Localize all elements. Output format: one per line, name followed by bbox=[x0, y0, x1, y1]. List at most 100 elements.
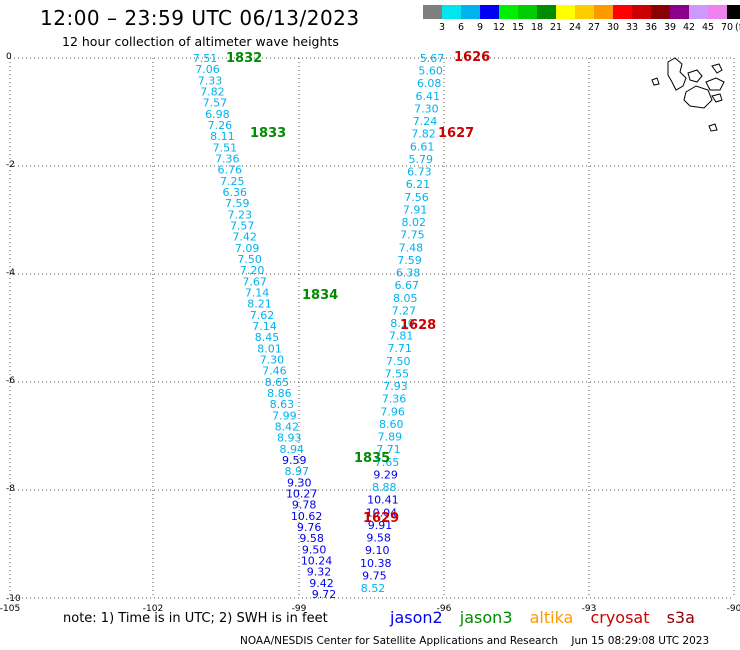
wave-height-value: 10.04 bbox=[366, 506, 398, 519]
wave-height-value: 7.57 bbox=[203, 97, 228, 110]
x-tick-label: -102 bbox=[143, 604, 163, 614]
wave-height-value: 8.52 bbox=[361, 582, 386, 595]
wave-height-value: 10.27 bbox=[286, 488, 318, 501]
wave-height-value: 7.30 bbox=[260, 354, 285, 367]
legend-s3a: s3a bbox=[666, 608, 695, 627]
pass-time-labels: 1832 1833 1834 1835 1626 1627 1628 1629 bbox=[226, 50, 490, 526]
y-tick-label: -10 bbox=[6, 594, 21, 604]
scale-swatch bbox=[575, 5, 594, 19]
x-tick-label: -99 bbox=[292, 604, 307, 614]
axis-ticks: -105 -102 -99 -96 -93 -90 0 -2 -4 -6 -8 -10 bbox=[0, 52, 740, 614]
wave-height-value: 9.10 bbox=[365, 544, 390, 557]
wave-height-value: 8.21 bbox=[247, 298, 272, 311]
wave-height-value: 7.42 bbox=[232, 231, 257, 244]
wave-height-value: 7.56 bbox=[404, 191, 429, 204]
wave-height-value: 7.75 bbox=[400, 229, 425, 242]
wave-height-value: 8.05 bbox=[393, 292, 418, 305]
wave-height-value: 7.33 bbox=[198, 74, 223, 87]
scale-label: 12 bbox=[492, 22, 506, 33]
wave-height-value: 7.62 bbox=[250, 309, 275, 322]
wave-height-value: 8.60 bbox=[379, 418, 404, 431]
x-tick-label: -96 bbox=[437, 604, 452, 614]
wave-height-value: 7.99 bbox=[272, 409, 297, 422]
pass-time-label: 1626 bbox=[454, 50, 490, 65]
wave-height-value: 9.58 bbox=[299, 532, 324, 545]
wave-height-value: 7.91 bbox=[403, 203, 428, 216]
y-tick-label: -8 bbox=[6, 484, 15, 494]
scale-label: 42 bbox=[682, 22, 696, 33]
scale-swatch bbox=[594, 5, 613, 19]
scale-label: 70 bbox=[720, 22, 734, 33]
wave-height-value: 6.76 bbox=[218, 164, 243, 177]
scale-label: 30 bbox=[606, 22, 620, 33]
wave-height-value: 6.61 bbox=[410, 140, 435, 153]
wave-height-value: 7.26 bbox=[208, 119, 233, 132]
wave-height-value: 5.67 bbox=[420, 52, 445, 65]
wave-height-value: 6.98 bbox=[205, 108, 230, 121]
wave-height-value: 10.38 bbox=[360, 557, 392, 570]
wave-height-value: 7.30 bbox=[414, 102, 439, 115]
scale-swatch bbox=[423, 5, 442, 19]
wave-height-value: 7.96 bbox=[380, 405, 405, 418]
scale-swatch bbox=[689, 5, 708, 19]
scale-unit: (ft) bbox=[735, 22, 740, 33]
wave-height-value: 9.30 bbox=[287, 476, 312, 489]
wave-height-value: 7.65 bbox=[375, 456, 400, 469]
wave-height-value: 7.24 bbox=[413, 115, 438, 128]
wave-height-value: 7.06 bbox=[195, 63, 220, 76]
wave-height-value: 9.58 bbox=[366, 532, 391, 545]
scale-label: 45 bbox=[701, 22, 715, 33]
wave-height-value: 7.81 bbox=[389, 330, 414, 343]
wave-height-value: 7.36 bbox=[215, 153, 240, 166]
scale-label: 9 bbox=[476, 22, 484, 33]
scale-label: 18 bbox=[530, 22, 544, 33]
wave-height-value: 9.72 bbox=[312, 588, 337, 601]
x-tick-label: -105 bbox=[0, 604, 20, 614]
scale-swatch bbox=[708, 5, 727, 19]
cryosat-track-values: 5.675.606.086.417.307.247.826.615.796.73… bbox=[360, 52, 444, 595]
wave-height-value: 6.41 bbox=[416, 90, 441, 103]
scale-swatch bbox=[632, 5, 651, 19]
wave-height-value: 9.76 bbox=[297, 521, 322, 534]
scale-label: 21 bbox=[549, 22, 563, 33]
galapagos-coastline bbox=[651, 57, 725, 132]
wave-height-value: 9.59 bbox=[282, 454, 307, 467]
scale-label: 27 bbox=[587, 22, 601, 33]
wave-height-value: 9.91 bbox=[368, 519, 393, 532]
wave-height-value: 5.60 bbox=[418, 65, 443, 78]
wave-height-value: 7.67 bbox=[242, 275, 267, 288]
scale-swatch bbox=[670, 5, 689, 19]
wave-height-value: 7.36 bbox=[382, 393, 407, 406]
legend-jason2: jason2 bbox=[390, 608, 443, 627]
wave-height-value: 7.20 bbox=[240, 264, 265, 277]
wave-height-value: 5.79 bbox=[409, 153, 434, 166]
wave-height-value: 7.71 bbox=[376, 443, 401, 456]
wave-height-value: 8.42 bbox=[275, 421, 300, 434]
pass-time-label: 1835 bbox=[354, 451, 390, 466]
scale-label: 36 bbox=[644, 22, 658, 33]
wave-height-value: 9.78 bbox=[292, 499, 317, 512]
wave-height-value: 7.82 bbox=[411, 128, 436, 141]
wave-height-value: 8.86 bbox=[267, 387, 292, 400]
wave-height-value: 7.59 bbox=[397, 254, 422, 267]
wave-height-value: 7.27 bbox=[392, 304, 417, 317]
scale-label: 24 bbox=[568, 22, 582, 33]
wave-height-value: 7.09 bbox=[235, 242, 260, 255]
wave-height-value: 6.36 bbox=[223, 186, 248, 199]
wave-height-value: 8.93 bbox=[277, 432, 302, 445]
pass-time-label: 1628 bbox=[400, 318, 436, 333]
pass-time-label: 1832 bbox=[226, 51, 262, 66]
credit-footer: NOAA/NESDIS Center for Satellite Applica… bbox=[240, 635, 710, 647]
scale-swatch bbox=[499, 5, 518, 19]
wave-height-value: 7.50 bbox=[386, 355, 411, 368]
wave-height-value: 8.94 bbox=[280, 443, 305, 456]
map-title: 12:00 – 23:59 UTC 06/13/2023 bbox=[40, 6, 360, 30]
wave-height-value: 8.02 bbox=[401, 216, 426, 229]
wave-height-value: 9.42 bbox=[309, 577, 334, 590]
wave-height-value: 7.82 bbox=[200, 86, 225, 99]
wave-height-value: 7.71 bbox=[387, 342, 412, 355]
wave-height-value: 9.32 bbox=[307, 566, 332, 579]
wave-height-value: 7.55 bbox=[385, 367, 410, 380]
scale-label: 39 bbox=[663, 22, 677, 33]
y-tick-label: -6 bbox=[6, 376, 15, 386]
